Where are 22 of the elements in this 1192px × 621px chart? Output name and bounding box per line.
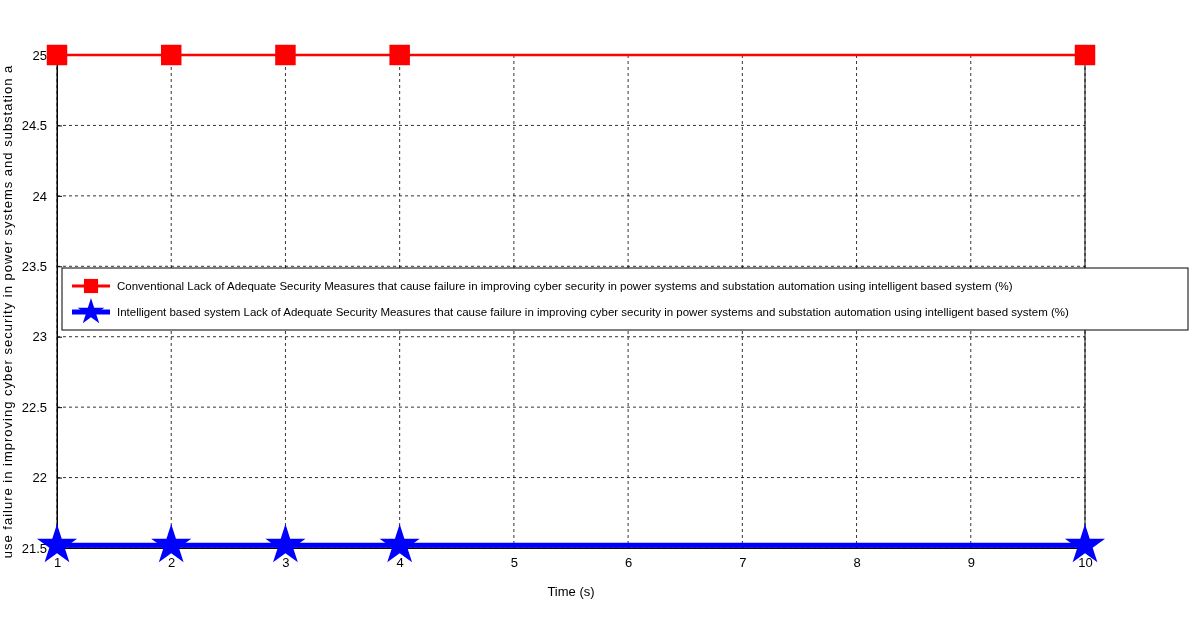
legend-label: Conventional Lack of Adequate Security Measures that cause failure in improving cyber security in power systems and substation automation using intelligent based system (%) [117,280,1013,292]
x-tick-label: 10 [1078,555,1093,571]
x-tick-label: 9 [967,555,975,571]
x-tick-label: 5 [510,555,519,571]
x-tick-label: 1 [53,555,62,571]
y-tick-label: 22.5 [21,399,47,415]
x-tick-label: 7 [739,555,747,571]
x-tick-label: 3 [282,555,290,571]
y-tick-label: 24 [32,188,47,204]
y-axis-title: use failure in improving cyber security in power systems and substation a [0,64,15,559]
y-tick-label: 22 [32,470,47,486]
x-tick-label: 8 [853,555,861,571]
x-tick-label: 4 [396,555,404,571]
x-axis-title: Time (s) [547,584,595,599]
y-tick-label: 23.5 [21,258,47,274]
x-tick-label: 6 [624,555,633,571]
y-tick-label: 21.5 [21,540,47,556]
x-tick-label: 2 [168,555,176,571]
legend-label: Intelligent based system Lack of Adequate Security Measures that cause failure in improving cyber security in power systems and substation automation using intelligent based system (%) [117,306,1069,318]
y-tick-label: 24.5 [21,118,47,134]
y-tick-label: 25 [32,47,47,63]
y-tick-label: 23 [32,329,47,345]
